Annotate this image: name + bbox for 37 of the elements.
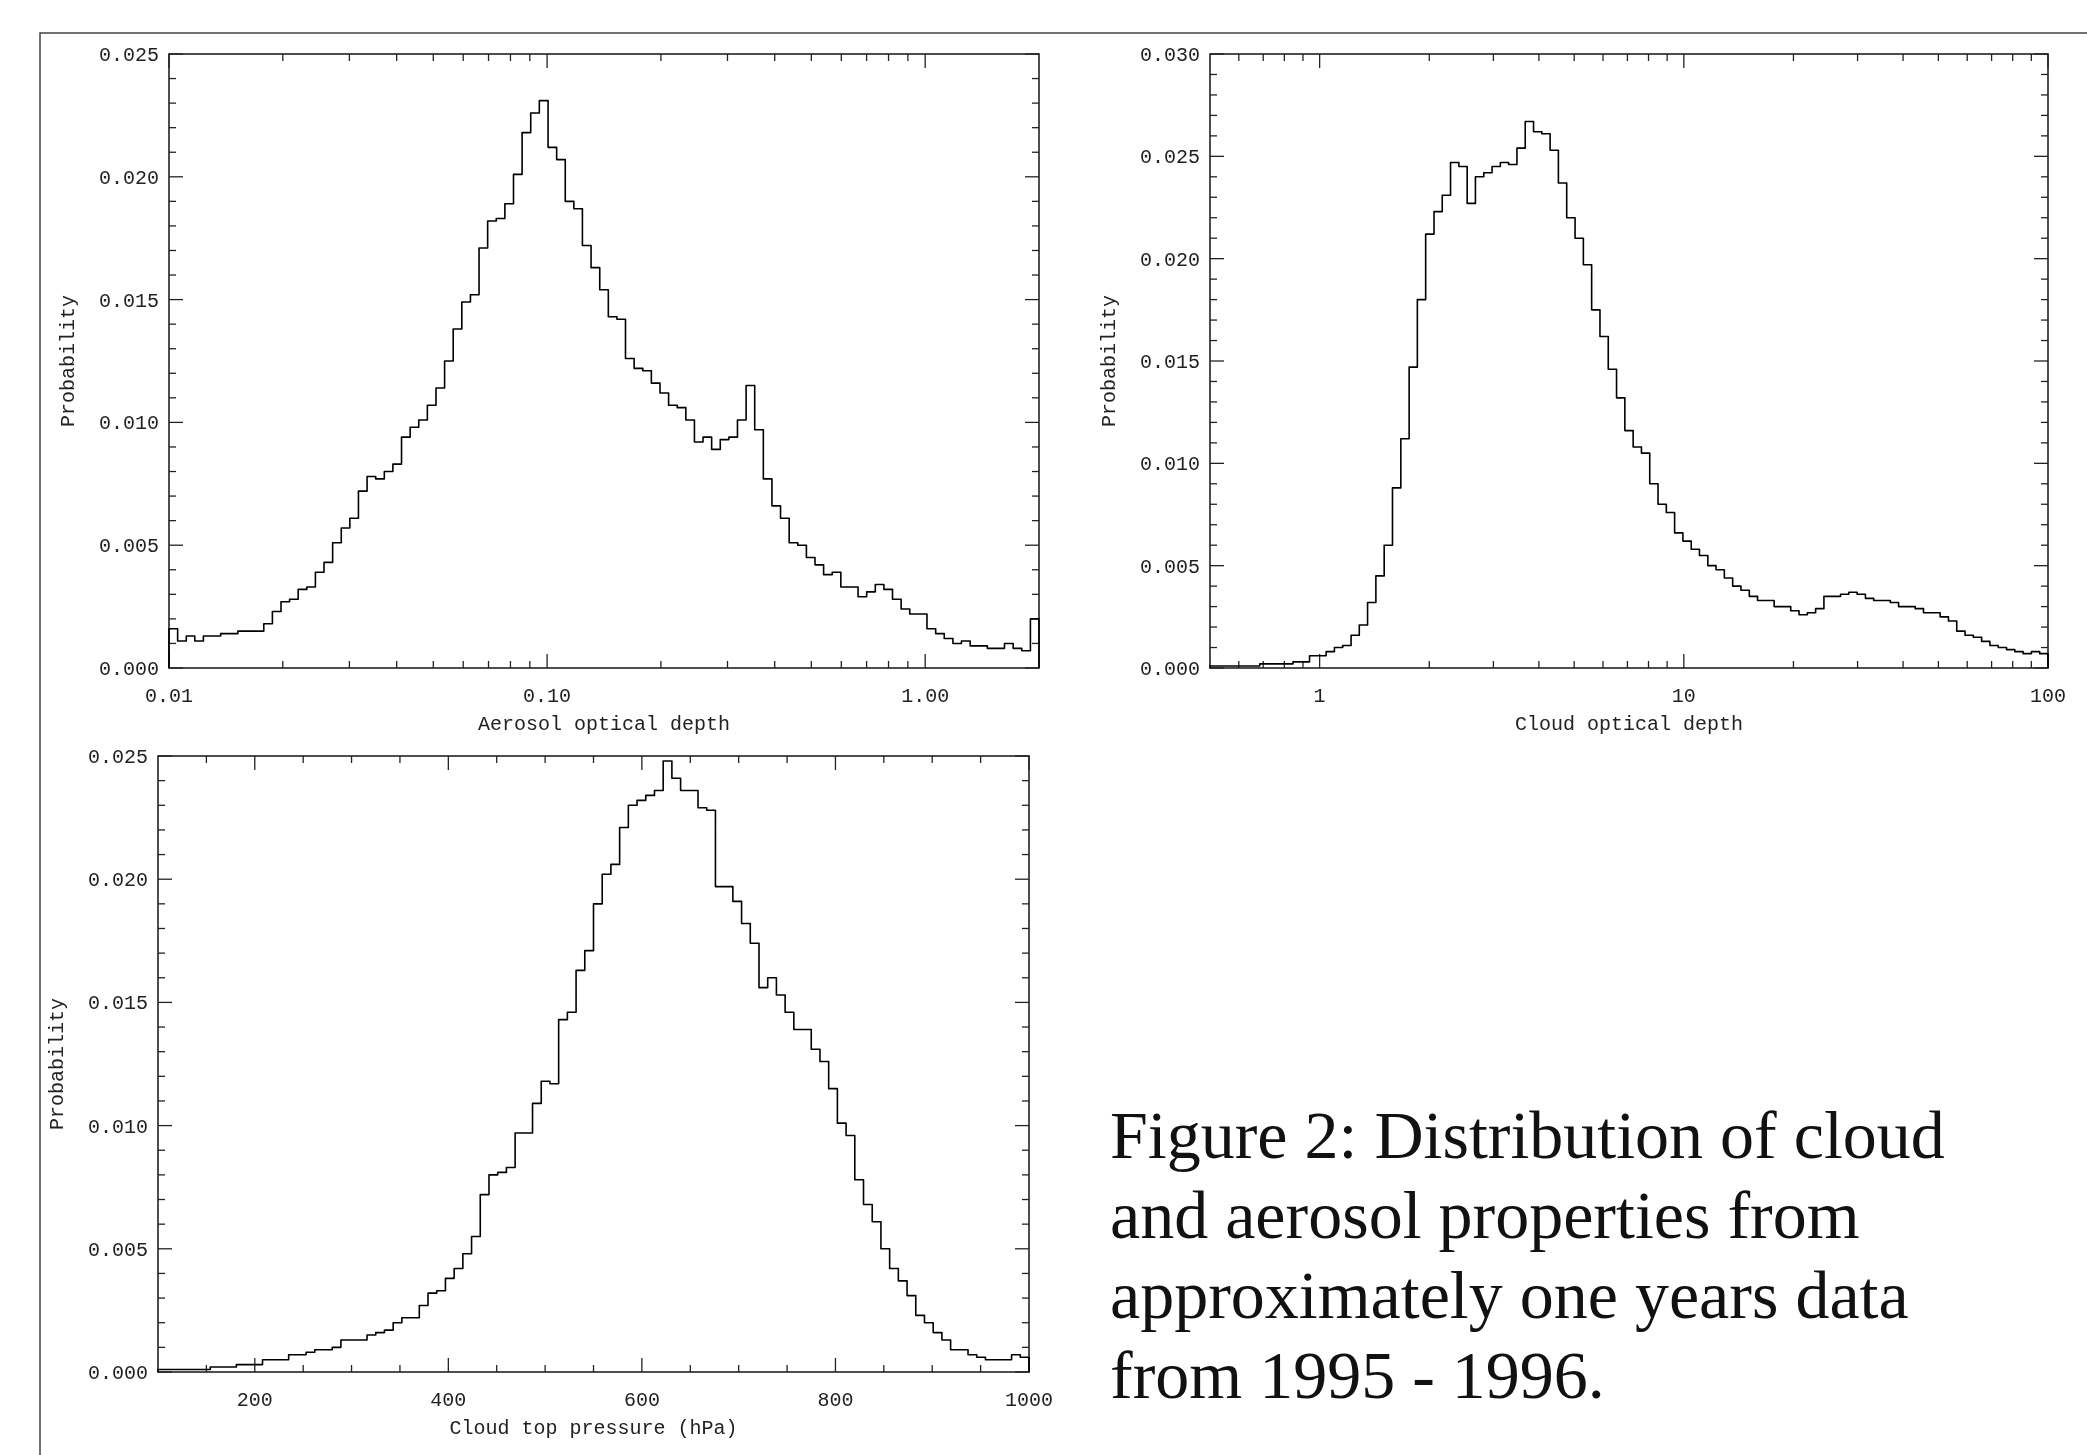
y-tick-label: 0.010 xyxy=(1139,453,1200,477)
y-tick-label: 0.010 xyxy=(87,1115,148,1139)
y-tick-label: 0.020 xyxy=(1139,248,1200,272)
y-axis-title: Probability xyxy=(1098,294,1121,428)
y-tick-label: 0.025 xyxy=(87,746,148,769)
x-tick-label: 1 xyxy=(1313,685,1326,708)
y-tick-label: 0.000 xyxy=(98,658,159,681)
y-tick-label: 0.000 xyxy=(87,1362,148,1385)
y-axis-title: Probability xyxy=(46,997,69,1131)
x-axis-title: Cloud optical depth xyxy=(1514,713,1744,736)
y-tick-label: 0.025 xyxy=(1139,146,1200,170)
x-tick-label: 800 xyxy=(817,1389,854,1412)
x-tick-label: 400 xyxy=(430,1389,467,1412)
y-tick-label: 0.015 xyxy=(98,289,159,313)
text: Figure 2: Distribution of cloud and aerosol properties from approximately one years data from 1995 - 1996. xyxy=(1110,1097,1945,1413)
x-tick-label: 600 xyxy=(623,1389,660,1412)
y-tick-label: 0.015 xyxy=(87,992,148,1016)
y-axis-title: Probability xyxy=(57,294,80,428)
x-tick-label: 1000 xyxy=(1004,1389,1054,1412)
y-tick-label: 0.015 xyxy=(1139,351,1200,374)
y-tick-label: 0.005 xyxy=(98,535,159,559)
y-tick-label: 0.005 xyxy=(1139,555,1200,579)
y-tick-label: 0.025 xyxy=(98,44,159,67)
y-tick-label: 0.030 xyxy=(1139,44,1200,67)
x-tick-label: 0.10 xyxy=(523,685,572,708)
x-axis-title: Cloud top pressure (hPa) xyxy=(449,1417,738,1440)
y-tick-label: 0.000 xyxy=(1139,658,1200,681)
x-tick-label: 0.01 xyxy=(144,685,194,708)
y-tick-label: 0.010 xyxy=(98,412,159,436)
x-tick-label: 1.00 xyxy=(901,685,950,708)
y-tick-label: 0.005 xyxy=(87,1238,148,1262)
x-tick-label: 200 xyxy=(236,1389,273,1412)
y-tick-label: 0.020 xyxy=(98,166,159,190)
y-tick-label: 0.020 xyxy=(87,869,148,893)
x-axis-title: Aerosol optical depth xyxy=(477,713,731,736)
x-tick-label: 10 xyxy=(1671,685,1696,708)
x-tick-label: 100 xyxy=(2029,685,2067,708)
